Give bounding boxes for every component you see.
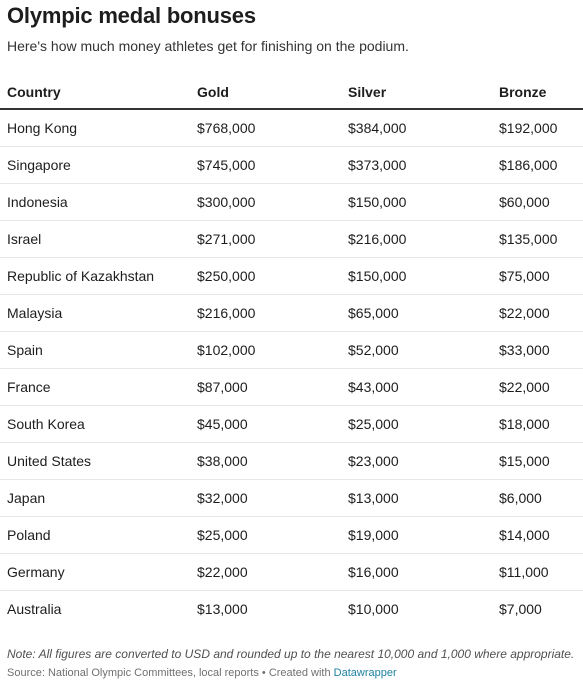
cell-country: Spain xyxy=(7,342,43,358)
datawrapper-link[interactable]: Datawrapper xyxy=(333,667,397,679)
cell-silver: $216,000 xyxy=(348,231,407,247)
footnote: Note: All figures are converted to USD a… xyxy=(7,647,575,661)
page-subtitle: Here's how much money athletes get for f… xyxy=(7,38,409,54)
cell-country: France xyxy=(7,379,51,395)
cell-bronze: $135,000 xyxy=(499,231,558,247)
cell-gold: $745,000 xyxy=(197,157,256,173)
table-row: Germany $22,000 $16,000 $11,000 xyxy=(0,554,583,591)
medal-bonus-table: Country Gold Silver Bronze Hong Kong $76… xyxy=(0,72,583,628)
cell-country: Israel xyxy=(7,231,42,247)
cell-gold: $38,000 xyxy=(197,453,248,469)
cell-bronze: $22,000 xyxy=(499,305,550,321)
cell-gold: $250,000 xyxy=(197,268,256,284)
cell-country: United States xyxy=(7,453,92,469)
cell-gold: $32,000 xyxy=(197,490,248,506)
source-line: Source: National Olympic Committees, loc… xyxy=(7,667,397,679)
cell-gold: $102,000 xyxy=(197,342,256,358)
table-row: Poland $25,000 $19,000 $14,000 xyxy=(0,517,583,554)
cell-bronze: $14,000 xyxy=(499,527,550,543)
column-header-gold[interactable]: Gold xyxy=(197,84,229,100)
table-row: France $87,000 $43,000 $22,000 xyxy=(0,369,583,406)
cell-country: Indonesia xyxy=(7,194,68,210)
cell-silver: $43,000 xyxy=(348,379,399,395)
cell-gold: $87,000 xyxy=(197,379,248,395)
column-header-country[interactable]: Country xyxy=(7,84,61,100)
cell-bronze: $15,000 xyxy=(499,453,550,469)
cell-silver: $23,000 xyxy=(348,453,399,469)
cell-gold: $216,000 xyxy=(197,305,256,321)
cell-silver: $65,000 xyxy=(348,305,399,321)
cell-country: Poland xyxy=(7,527,51,543)
cell-bronze: $75,000 xyxy=(499,268,550,284)
cell-bronze: $22,000 xyxy=(499,379,550,395)
cell-country: Malaysia xyxy=(7,305,63,321)
column-header-bronze[interactable]: Bronze xyxy=(499,84,547,100)
table-header-row: Country Gold Silver Bronze xyxy=(0,72,583,110)
table-row: Japan $32,000 $13,000 $6,000 xyxy=(0,480,583,517)
column-header-silver[interactable]: Silver xyxy=(348,84,387,100)
table-row: Hong Kong $768,000 $384,000 $192,000 xyxy=(0,110,583,147)
cell-gold: $768,000 xyxy=(197,120,256,136)
cell-silver: $25,000 xyxy=(348,416,399,432)
table-row: Australia $13,000 $10,000 $7,000 xyxy=(0,591,583,628)
cell-country: Singapore xyxy=(7,157,71,173)
cell-silver: $373,000 xyxy=(348,157,407,173)
cell-silver: $52,000 xyxy=(348,342,399,358)
cell-silver: $10,000 xyxy=(348,601,399,617)
cell-bronze: $60,000 xyxy=(499,194,550,210)
table-row: Malaysia $216,000 $65,000 $22,000 xyxy=(0,295,583,332)
table-row: Republic of Kazakhstan $250,000 $150,000… xyxy=(0,258,583,295)
cell-silver: $384,000 xyxy=(348,120,407,136)
cell-silver: $150,000 xyxy=(348,194,407,210)
table-row: Singapore $745,000 $373,000 $186,000 xyxy=(0,147,583,184)
cell-country: Hong Kong xyxy=(7,120,78,136)
cell-country: Germany xyxy=(7,564,65,580)
source-text: Source: National Olympic Committees, loc… xyxy=(7,667,334,679)
table-row: Spain $102,000 $52,000 $33,000 xyxy=(0,332,583,369)
cell-silver: $16,000 xyxy=(348,564,399,580)
cell-bronze: $7,000 xyxy=(499,601,542,617)
table-row: South Korea $45,000 $25,000 $18,000 xyxy=(0,406,583,443)
cell-silver: $150,000 xyxy=(348,268,407,284)
table-row: United States $38,000 $23,000 $15,000 xyxy=(0,443,583,480)
cell-gold: $300,000 xyxy=(197,194,256,210)
cell-bronze: $6,000 xyxy=(499,490,542,506)
cell-country: Australia xyxy=(7,601,62,617)
cell-bronze: $192,000 xyxy=(499,120,558,136)
cell-bronze: $11,000 xyxy=(499,564,549,580)
cell-gold: $22,000 xyxy=(197,564,248,580)
page-title: Olympic medal bonuses xyxy=(7,3,256,28)
cell-bronze: $33,000 xyxy=(499,342,550,358)
table-row: Israel $271,000 $216,000 $135,000 xyxy=(0,221,583,258)
cell-country: Republic of Kazakhstan xyxy=(7,268,155,284)
table-row: Indonesia $300,000 $150,000 $60,000 xyxy=(0,184,583,221)
cell-gold: $13,000 xyxy=(197,601,248,617)
cell-bronze: $186,000 xyxy=(499,157,558,173)
cell-bronze: $18,000 xyxy=(499,416,550,432)
cell-gold: $45,000 xyxy=(197,416,248,432)
cell-gold: $271,000 xyxy=(197,231,256,247)
cell-silver: $19,000 xyxy=(348,527,399,543)
cell-country: South Korea xyxy=(7,416,85,432)
cell-country: Japan xyxy=(7,490,46,506)
cell-silver: $13,000 xyxy=(348,490,399,506)
cell-gold: $25,000 xyxy=(197,527,248,543)
